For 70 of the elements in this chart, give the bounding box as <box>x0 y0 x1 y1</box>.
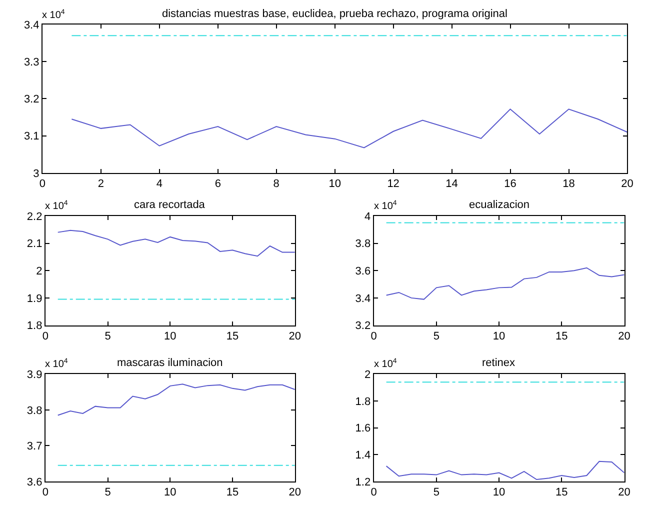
x-tick-label: 12 <box>387 178 400 190</box>
y-tick-label: 3.9 <box>26 368 42 381</box>
text: x 10$^{4}$ <box>45 200 68 212</box>
text: x 10$^{4}$ <box>374 200 397 212</box>
line-series <box>57 384 295 416</box>
y-tick-label: 2.2 <box>26 210 42 223</box>
x-tick-label: 15 <box>556 330 568 342</box>
x-tick-label: 20 <box>618 486 630 499</box>
x-tick-label: 16 <box>504 178 516 190</box>
y-tick-label: 3.8 <box>355 238 371 250</box>
x-tick-label: 0 <box>42 486 48 499</box>
x-tick-label: 4 <box>156 178 162 190</box>
x-tick-label: 18 <box>562 178 575 190</box>
line-series <box>386 460 624 480</box>
x-tick-label: 14 <box>446 178 458 190</box>
x-tick-label: 0 <box>370 486 377 499</box>
y-tick-label: 4 <box>364 210 371 223</box>
x-tick-label: 20 <box>288 486 302 499</box>
y-tick-label: 2.1 <box>26 238 42 250</box>
x-tick-label: 0 <box>39 178 46 190</box>
y-tick-label: 3.6 <box>26 476 42 488</box>
y-tick-label: 3.2 <box>24 94 40 106</box>
x-tick-label: 0 <box>370 330 377 342</box>
y-tick-label: 1.8 <box>355 396 371 408</box>
x-tick-label: 10 <box>164 486 176 499</box>
x-tick-label: 0 <box>42 330 48 342</box>
line-series <box>386 267 624 300</box>
x-tick-label: 20 <box>618 330 630 342</box>
y-tick-label: 3.6 <box>355 265 371 278</box>
chart-title: distancias muestras base, euclidea, prueba rechazo, programa original <box>162 8 508 20</box>
x-tick-label: 10 <box>492 330 506 342</box>
y-tick-label: 1.8 <box>26 320 42 332</box>
y-tick-label: 1.6 <box>355 422 371 435</box>
x-tick-label: 5 <box>433 330 440 342</box>
x-tick-label: 5 <box>104 330 111 342</box>
x-tick-label: 5 <box>433 486 440 499</box>
y-tick-label: 1.9 <box>26 292 42 305</box>
y-tick-label: 3.3 <box>24 56 40 68</box>
x-tick-label: 10 <box>164 330 176 342</box>
y-tick-label: 3.7 <box>26 440 42 453</box>
text: x 10$^{4}$ <box>374 358 397 370</box>
y-tick-label: 2 <box>364 368 371 381</box>
x-tick-label: 6 <box>214 178 221 190</box>
chart-title: cara recortada <box>134 199 206 211</box>
x-tick-label: 10 <box>328 178 341 190</box>
x-tick-label: 10 <box>492 486 506 499</box>
chart-title: mascaras iluminacion <box>117 357 223 369</box>
y-tick-label: 1.4 <box>355 450 371 462</box>
x-tick-label: 15 <box>226 486 239 499</box>
y-tick-label: 3.4 <box>24 19 40 32</box>
y-tick-label: 2 <box>36 265 42 278</box>
x-tick-label: 20 <box>288 330 302 342</box>
text: x 10$^{4}$ <box>42 9 65 22</box>
x-tick-label: 15 <box>226 330 239 342</box>
x-tick-label: 5 <box>104 486 111 499</box>
x-tick-label: 15 <box>556 486 568 499</box>
chart-title: retinex <box>482 357 516 369</box>
y-tick-label: 3 <box>33 168 40 180</box>
chart-title: ecualizacion <box>469 199 530 211</box>
line-series <box>71 108 628 148</box>
x-tick-label: 8 <box>273 178 280 190</box>
x-tick-label: 20 <box>621 178 634 190</box>
y-tick-label: 3.4 <box>355 292 371 305</box>
y-tick-label: 3.2 <box>355 320 371 332</box>
x-tick-label: 2 <box>98 178 104 190</box>
y-tick-label: 3.8 <box>26 404 42 417</box>
y-tick-label: 3.1 <box>24 130 40 143</box>
y-tick-label: 1.2 <box>355 476 371 488</box>
line-series <box>57 230 295 257</box>
text: x 10$^{4}$ <box>45 358 68 370</box>
